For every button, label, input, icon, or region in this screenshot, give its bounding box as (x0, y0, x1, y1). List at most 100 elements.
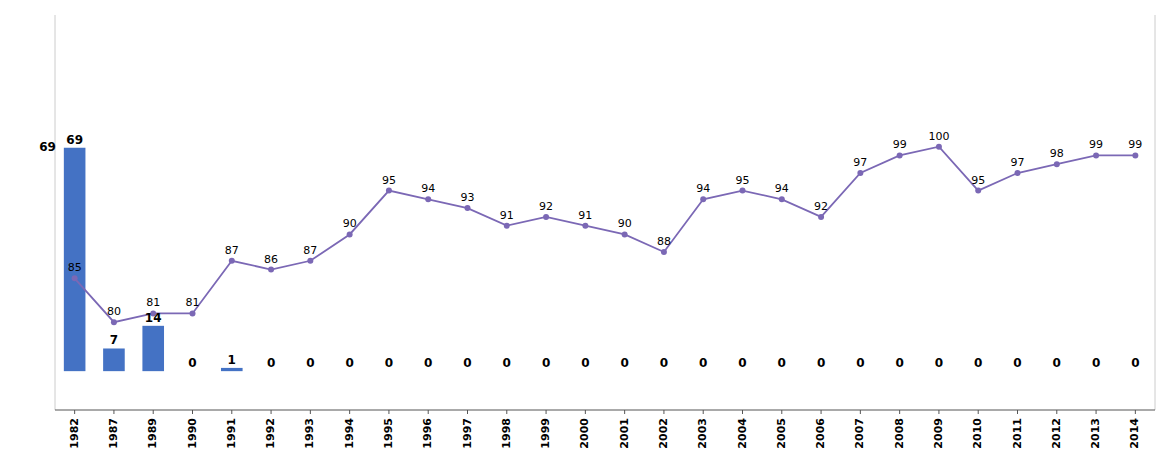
line-label: 90 (618, 217, 632, 230)
line-label: 97 (1011, 156, 1025, 169)
chart: 6971401000000000000000000000008580818187… (0, 0, 1170, 475)
x-tick-label: 1989 (146, 418, 159, 449)
x-tick-label: 1987 (107, 418, 120, 449)
bar-label: 0 (188, 356, 196, 370)
bar-label: 0 (503, 356, 511, 370)
line-label: 92 (814, 200, 828, 213)
line-label: 95 (736, 174, 750, 187)
line-label: 92 (539, 200, 553, 213)
line-marker (1093, 152, 1099, 158)
x-tick (388, 410, 389, 414)
bar-label: 0 (935, 356, 943, 370)
x-tick (74, 410, 75, 414)
bar-label: 0 (581, 356, 589, 370)
x-tick (506, 410, 507, 414)
line-label: 80 (107, 305, 121, 318)
bar-label: 0 (817, 356, 825, 370)
x-tick (938, 410, 939, 414)
line-label: 95 (971, 174, 985, 187)
x-tick (585, 410, 586, 414)
x-tick (624, 410, 625, 414)
bar (535, 371, 557, 372)
line-marker (268, 267, 274, 273)
line-marker (857, 170, 863, 176)
y2-axis-line (1155, 15, 1156, 410)
x-tick (153, 410, 154, 414)
line-marker (897, 152, 903, 158)
bar-label: 0 (699, 356, 707, 370)
x-tick (978, 410, 979, 414)
bar (142, 326, 164, 371)
line-label: 100 (928, 130, 949, 143)
x-tick-label: 1982 (68, 418, 81, 449)
x-tick (192, 410, 193, 414)
line-marker (425, 196, 431, 202)
line-marker (975, 188, 981, 194)
bar (653, 371, 675, 372)
x-tick-label: 2002 (657, 418, 670, 449)
line-marker (229, 258, 235, 264)
bar (614, 371, 636, 372)
line-marker (111, 319, 117, 325)
bar (260, 371, 282, 372)
line (75, 147, 1136, 323)
line-marker (504, 223, 510, 229)
x-tick (310, 410, 311, 414)
x-tick (428, 410, 429, 414)
x-tick-label: 1993 (303, 418, 316, 449)
bar-label: 0 (463, 356, 471, 370)
line-marker (936, 144, 942, 150)
x-tick-label: 1994 (343, 418, 356, 449)
bar (967, 371, 989, 372)
bar-label: 0 (1092, 356, 1100, 370)
bar-label: 69 (66, 133, 83, 147)
line-marker (700, 196, 706, 202)
line-label: 94 (696, 182, 710, 195)
labels: 6971401000000000000000000000008580818187… (39, 130, 1142, 370)
x-tick (271, 410, 272, 414)
line-label: 81 (146, 296, 160, 309)
bar-label: 0 (778, 356, 786, 370)
bar (103, 348, 125, 371)
x-tick-label: 2014 (1128, 418, 1141, 449)
bar (1125, 371, 1147, 372)
line-label: 97 (853, 156, 867, 169)
line-label: 99 (1128, 138, 1142, 151)
x-tick (821, 410, 822, 414)
line-label: 98 (1050, 147, 1064, 160)
line-marker (190, 310, 196, 316)
x-tick-label: 1996 (421, 418, 434, 449)
x-tick (663, 410, 664, 414)
bar (221, 368, 243, 371)
bar (64, 148, 86, 371)
bar-label: 0 (738, 356, 746, 370)
line-label: 90 (343, 217, 357, 230)
line-marker (582, 223, 588, 229)
x-tick-label: 1992 (264, 418, 277, 449)
bar-label: 14 (145, 311, 162, 325)
x-tick (349, 410, 350, 414)
x-tick-label: 2010 (971, 418, 984, 449)
bar (1046, 371, 1068, 372)
bar-label: 0 (895, 356, 903, 370)
bar-label: 0 (1053, 356, 1061, 370)
line-marker (465, 205, 471, 211)
x-tick (113, 410, 114, 414)
x-tick (860, 410, 861, 414)
line-marker (661, 249, 667, 255)
y-axis-line (55, 15, 56, 410)
x-tick (899, 410, 900, 414)
line-marker (779, 196, 785, 202)
x-tick (546, 410, 547, 414)
x-tick (1096, 410, 1097, 414)
bar-label: 0 (385, 356, 393, 370)
bar (850, 371, 872, 372)
bar (692, 371, 714, 372)
x-tick-label: 2012 (1050, 418, 1063, 449)
x-tick-label: 1991 (225, 418, 238, 449)
x-tick-label: 2000 (578, 418, 591, 449)
bar-label: 0 (306, 356, 314, 370)
x-tick-label: 1990 (186, 418, 199, 449)
bar (457, 371, 479, 372)
x-tick-label: 1999 (539, 418, 552, 449)
